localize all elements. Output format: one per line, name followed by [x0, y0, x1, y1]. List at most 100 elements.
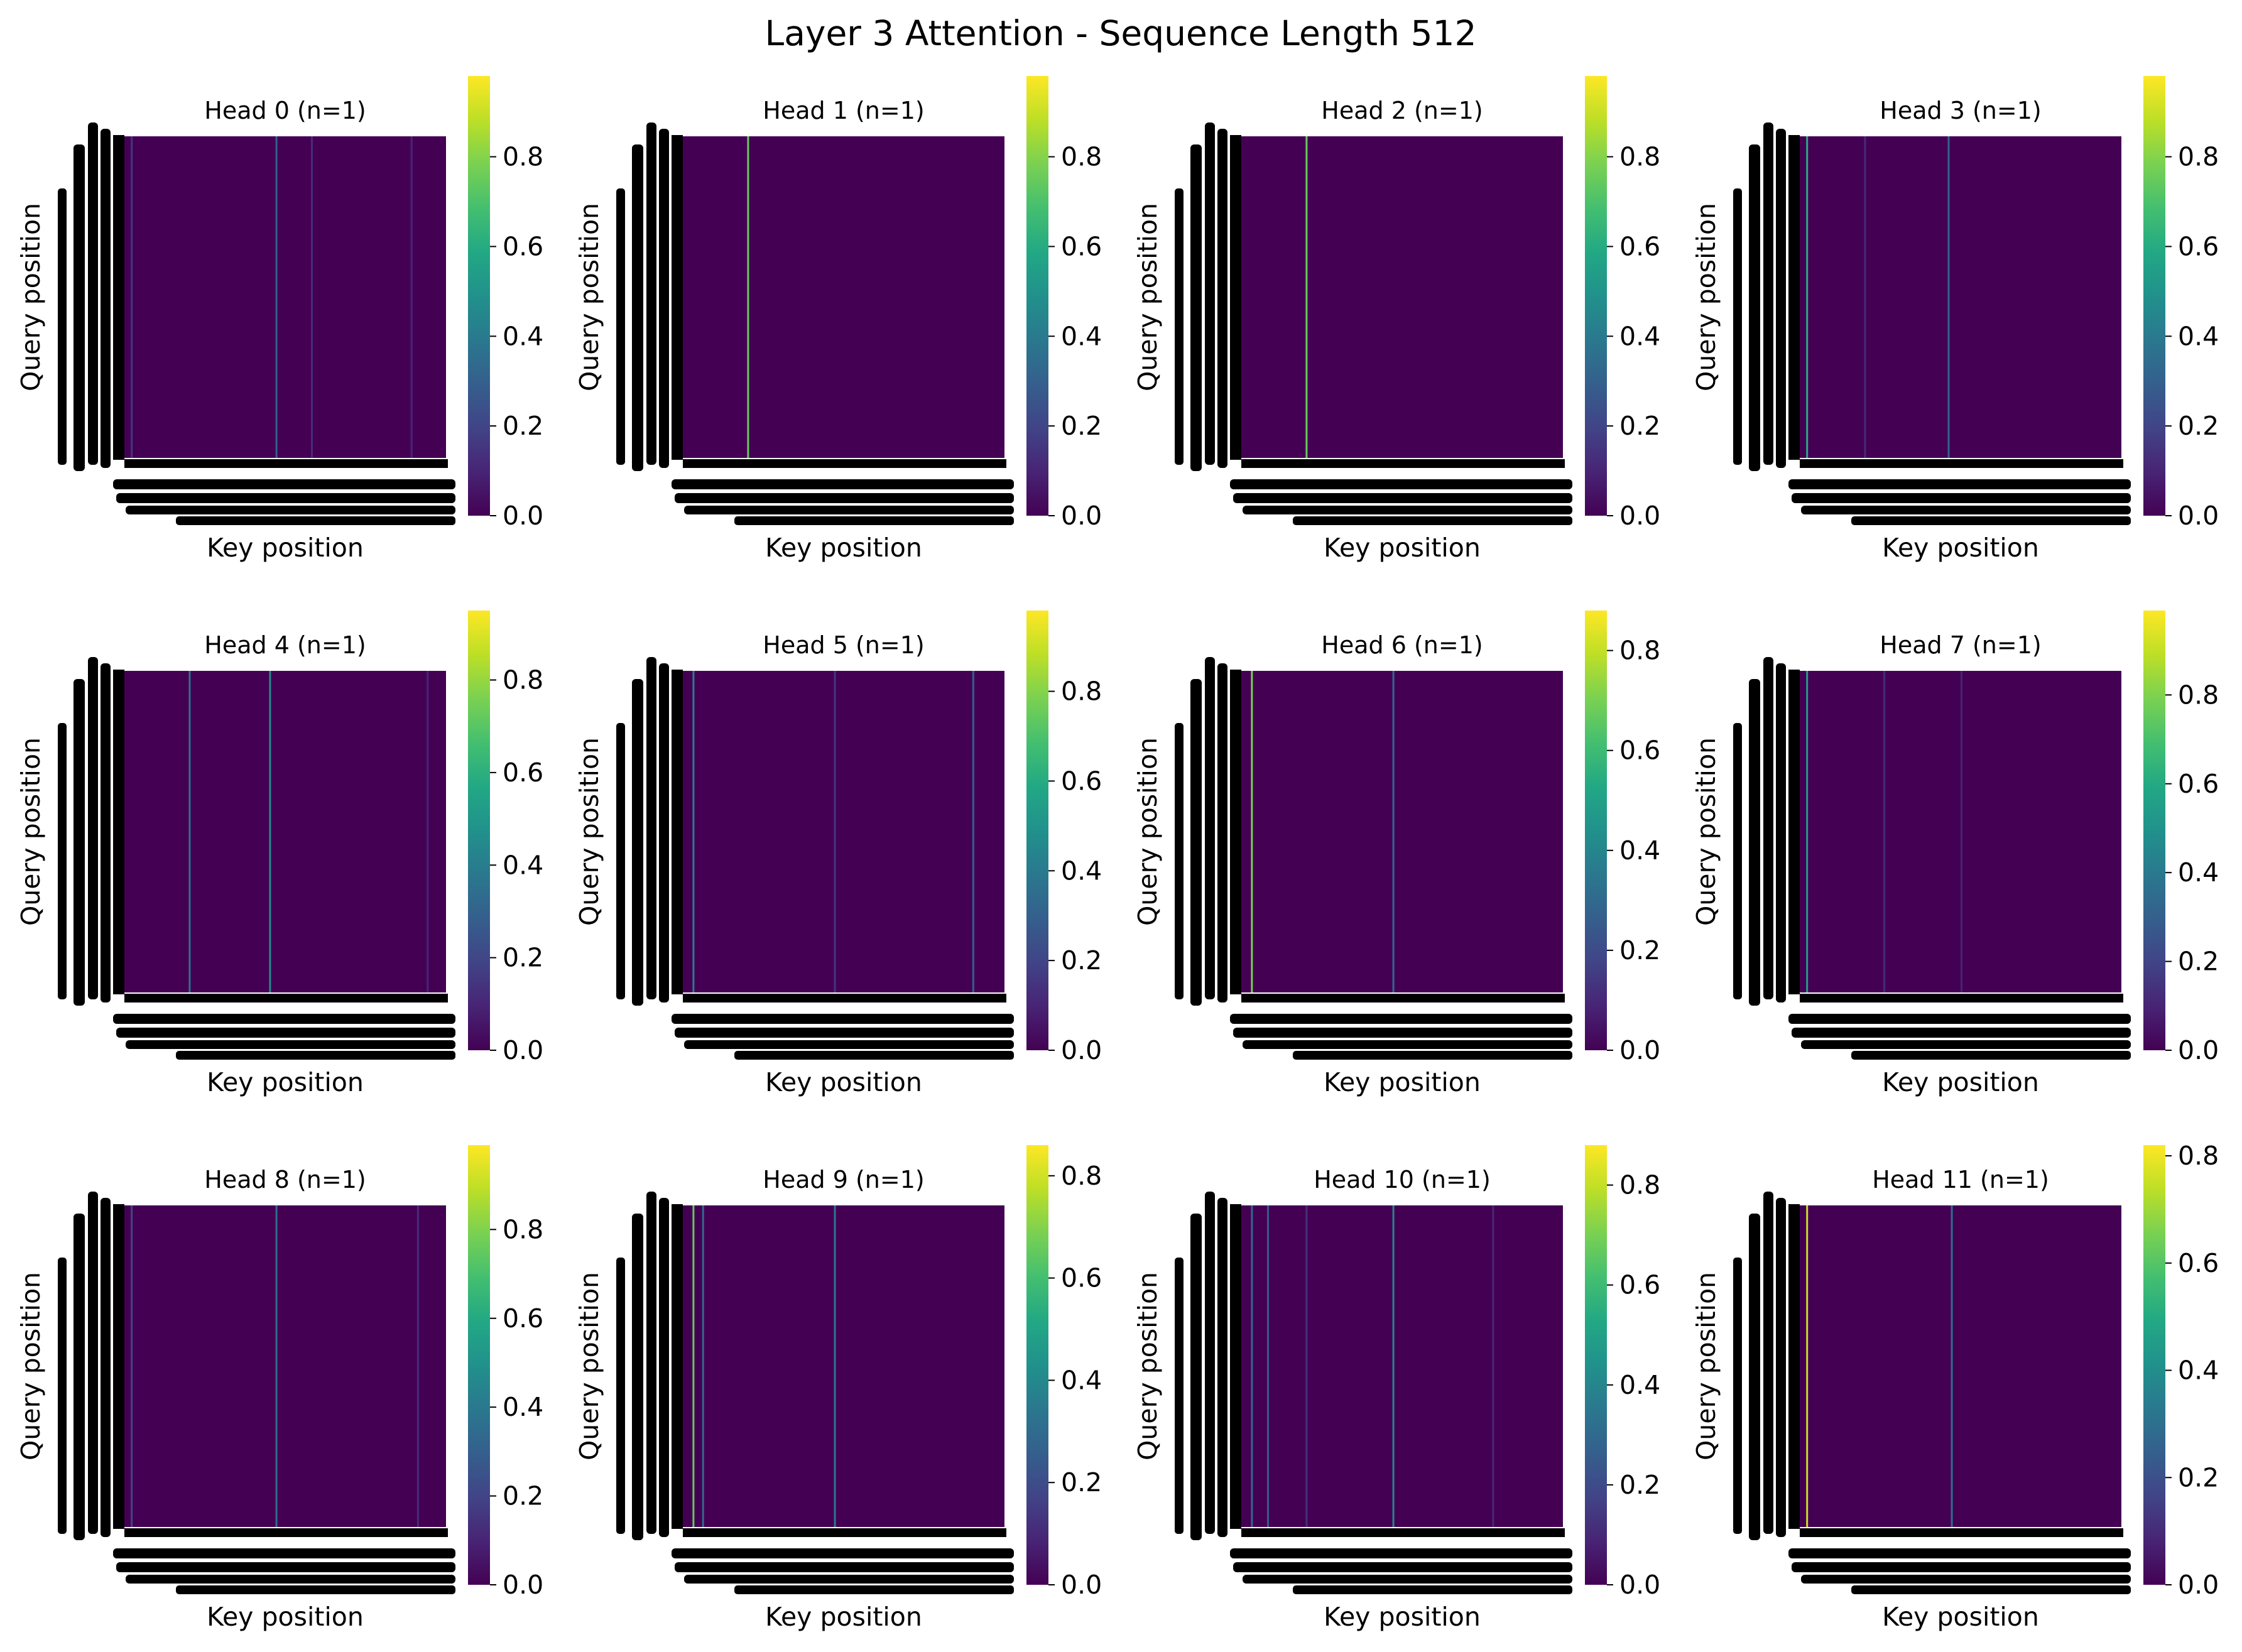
query-tick-labels: [1749, 1214, 1760, 1540]
colorbar-tick-label: 0.8: [2178, 1141, 2219, 1171]
y-axis-label: Query position: [574, 1272, 604, 1460]
query-tick-labels: [1205, 1192, 1215, 1534]
query-tick-labels: [1733, 188, 1742, 465]
attention-stripe: [1947, 136, 1950, 458]
colorbar-tick-label: 0.0: [2178, 501, 2219, 531]
colorbar-tick-label: 0.2: [2178, 947, 2219, 977]
attention-stripe: [1305, 1205, 1308, 1527]
key-tick-labels: [1788, 479, 2131, 489]
query-tick-labels: [672, 1204, 683, 1529]
key-tick-labels: [684, 506, 1014, 514]
query-tick-labels: [616, 188, 625, 465]
key-tick-labels: [113, 479, 455, 489]
attention-stripe: [692, 1205, 695, 1527]
colorbar-tick-label: 0.4: [2178, 321, 2219, 351]
colorbar: [468, 76, 490, 516]
colorbar-tick-label: 0.4: [2178, 857, 2219, 888]
key-tick-labels: [176, 516, 455, 525]
query-tick-labels: [672, 135, 683, 460]
query-tick-labels: [1190, 1214, 1202, 1540]
key-tick-labels: [124, 459, 448, 468]
attention-stripe: [1251, 1205, 1253, 1527]
heatmap-cells: [1800, 136, 2121, 458]
query-tick-labels: [1763, 1192, 1773, 1534]
colorbar-tick-label: 0.8: [1619, 636, 1660, 666]
y-axis-label: Query position: [16, 1272, 46, 1460]
attention-stripe: [131, 1205, 133, 1527]
x-axis-label: Key position: [207, 1067, 364, 1097]
colorbar-tick-label: 0.4: [1619, 835, 1660, 866]
key-tick-labels: [1801, 1040, 2131, 1049]
colorbar-tick-label: 0.4: [503, 1392, 543, 1422]
query-tick-labels: [1205, 122, 1215, 465]
query-tick-labels: [672, 670, 683, 994]
key-tick-labels: [1230, 1548, 1572, 1558]
key-tick-labels: [1233, 493, 1572, 503]
heatmap-panel: Head 10 (n=1) Key position Query position 0…: [1133, 1145, 1660, 1632]
key-tick-labels: [1800, 1528, 2123, 1537]
y-axis-label: Query position: [16, 203, 46, 391]
x-axis-label: Key position: [1324, 1602, 1481, 1632]
heatmap-cells: [1241, 1205, 1563, 1527]
panel-title: Head 0 (n=1): [204, 97, 366, 124]
attention-stripe: [972, 671, 974, 992]
colorbar: [2143, 611, 2165, 1050]
heatmap-cells: [124, 1205, 446, 1527]
query-tick-labels: [1175, 1258, 1184, 1534]
colorbar-tick-label: 0.0: [1061, 1570, 1102, 1600]
colorbar-tick-label: 0.6: [1619, 736, 1660, 766]
key-tick-labels: [683, 994, 1006, 1003]
heatmap-cells: [683, 1205, 1004, 1527]
y-axis-label: Query position: [574, 203, 604, 391]
key-tick-labels: [684, 1040, 1014, 1049]
key-tick-labels: [126, 1040, 455, 1049]
figure-title: Layer 3 Attention - Sequence Length 512: [765, 13, 1477, 53]
query-tick-labels: [1190, 144, 1202, 471]
panel-title: Head 11 (n=1): [1872, 1166, 2049, 1193]
key-tick-labels: [1243, 506, 1572, 514]
heatmap-cells: [1800, 1205, 2121, 1527]
colorbar-tick-label: 0.6: [2178, 231, 2219, 261]
query-tick-labels: [58, 723, 67, 999]
query-tick-labels: [1217, 663, 1227, 1003]
y-axis-label: Query position: [1133, 1272, 1163, 1460]
key-tick-labels: [176, 1051, 455, 1060]
attention-stripe: [747, 136, 749, 458]
query-tick-labels: [659, 129, 669, 468]
colorbar-tick-label: 0.0: [1061, 1035, 1102, 1065]
colorbar: [1026, 1145, 1048, 1585]
colorbar-tick-label: 0.6: [2178, 1248, 2219, 1278]
key-tick-labels: [1792, 1562, 2131, 1572]
key-tick-labels: [1241, 1528, 1565, 1537]
query-tick-labels: [1776, 129, 1786, 468]
colorbar-tick-label: 0.4: [1619, 1370, 1660, 1400]
key-tick-labels: [1243, 1575, 1572, 1584]
key-tick-labels: [1851, 1585, 2131, 1594]
attention-stripe: [1267, 1205, 1269, 1527]
attention-stripe: [275, 1205, 278, 1527]
attention-stripe: [427, 671, 429, 992]
colorbar: [1585, 611, 1607, 1050]
heatmap-panel: Head 11 (n=1) Key position Query position 0…: [1691, 1141, 2219, 1632]
key-tick-labels: [672, 479, 1014, 489]
query-tick-labels: [1776, 663, 1786, 1003]
colorbar-tick-label: 0.8: [2178, 142, 2219, 172]
colorbar-tick-label: 0.4: [2178, 1356, 2219, 1386]
colorbar: [2143, 76, 2165, 516]
colorbar-tick-label: 0.0: [2178, 1570, 2219, 1600]
key-tick-labels: [1293, 1585, 1572, 1594]
heatmap-panel: Head 2 (n=1) Key position Query position 0.…: [1133, 76, 1660, 563]
colorbar-tick-label: 0.8: [1619, 142, 1660, 172]
heatmap-panel: Head 4 (n=1) Key position Query position 0.…: [16, 611, 543, 1097]
panel-title: Head 4 (n=1): [204, 631, 366, 659]
attention-stripe: [1806, 671, 1809, 992]
colorbar-tick-label: 0.6: [503, 758, 543, 788]
x-axis-label: Key position: [1882, 1067, 2039, 1097]
x-axis-label: Key position: [1324, 1067, 1481, 1097]
key-tick-labels: [126, 506, 455, 514]
colorbar-tick-label: 0.2: [1619, 935, 1660, 965]
key-tick-labels: [672, 1014, 1014, 1024]
panel-title: Head 7 (n=1): [1880, 631, 2041, 659]
colorbar-tick-label: 0.8: [2178, 680, 2219, 710]
